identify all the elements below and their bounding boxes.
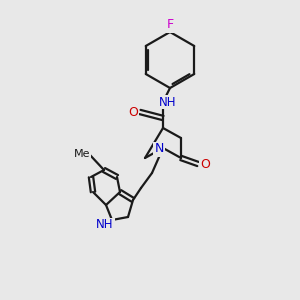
- Text: F: F: [167, 19, 174, 32]
- Text: O: O: [128, 106, 138, 118]
- Text: NH: NH: [159, 95, 177, 109]
- Text: Me: Me: [74, 149, 90, 159]
- Text: O: O: [200, 158, 210, 170]
- Text: NH: NH: [96, 218, 114, 232]
- Text: N: N: [154, 142, 164, 155]
